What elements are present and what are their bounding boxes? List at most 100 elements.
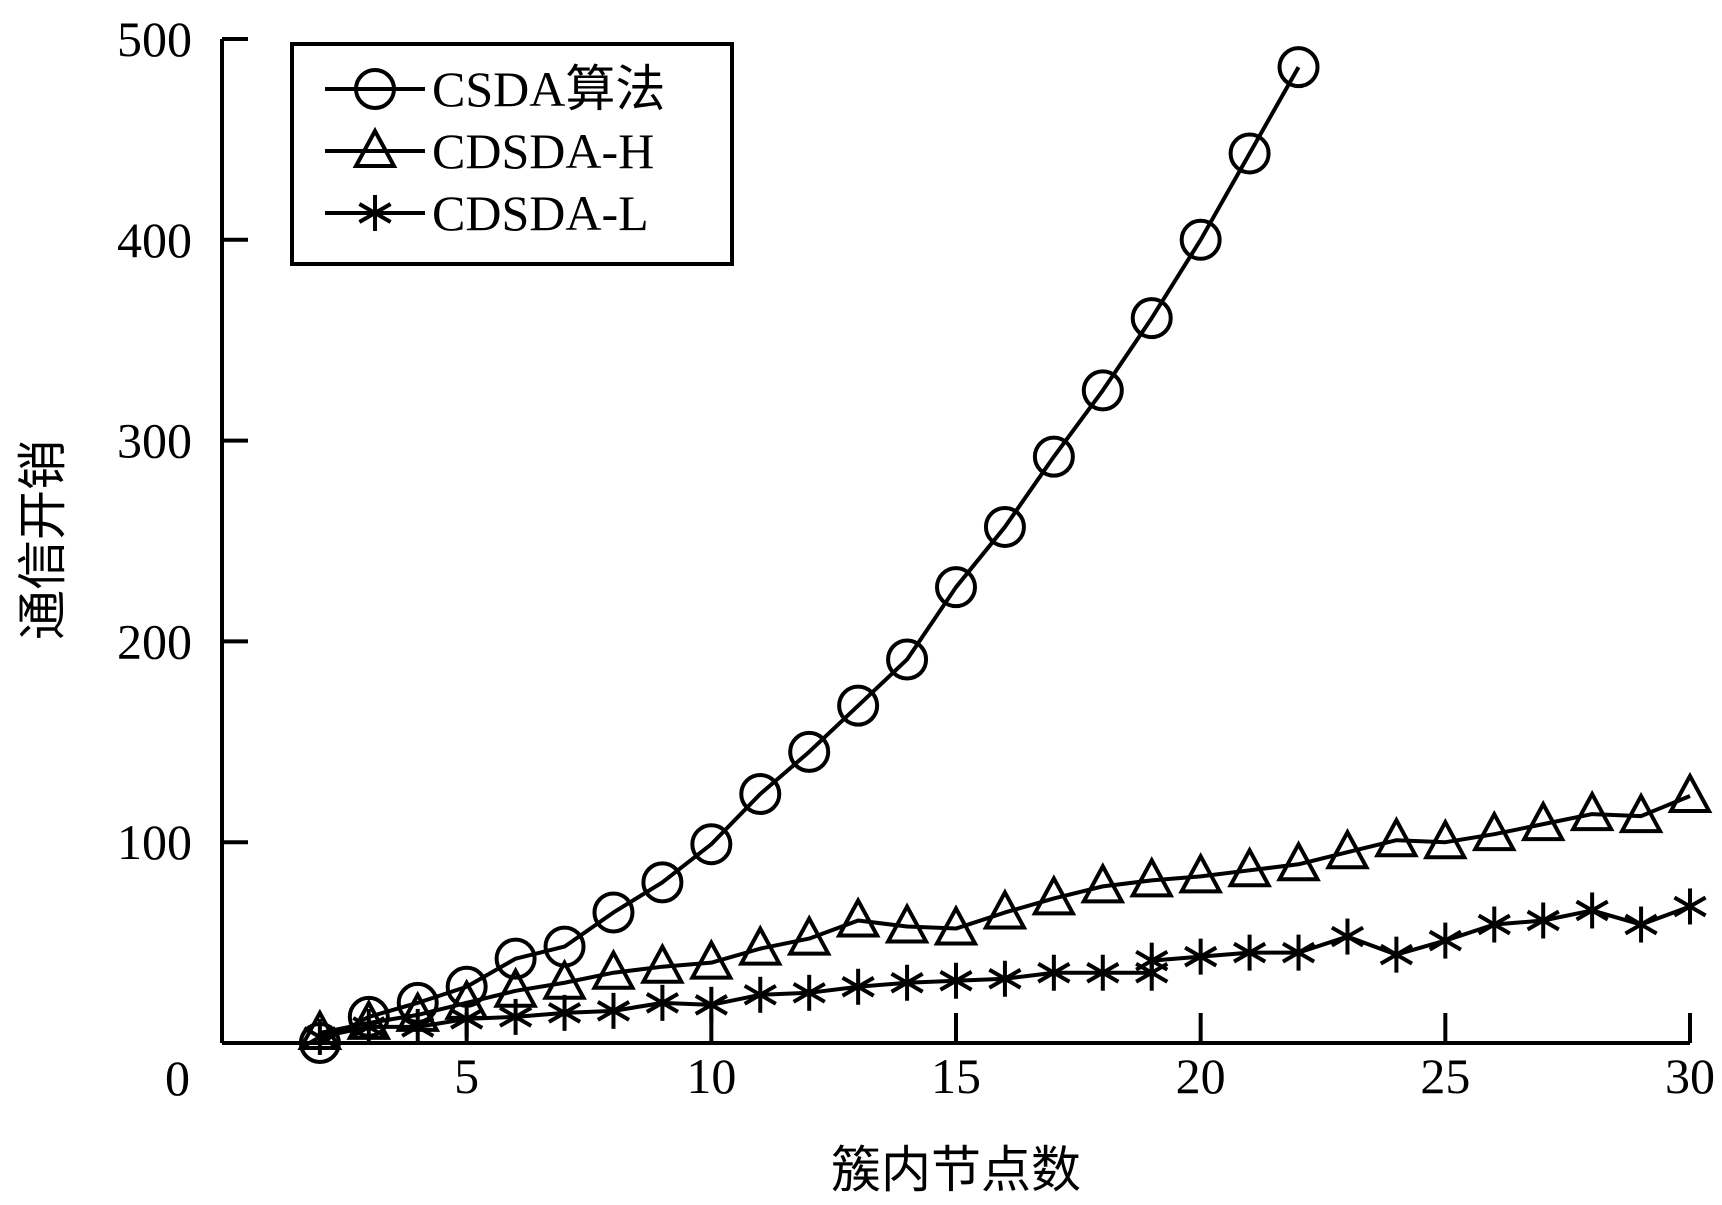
data-point	[1178, 852, 1224, 894]
data-point	[737, 924, 783, 966]
data-point	[592, 891, 635, 934]
series-3	[303, 888, 1707, 1055]
data-point	[694, 986, 728, 1023]
data-point	[645, 984, 679, 1021]
data-point	[1575, 892, 1609, 929]
data-point	[1276, 840, 1321, 882]
x-tick-label: 25	[1420, 1048, 1470, 1104]
y-tick-label: 200	[117, 613, 192, 669]
y-tick-label: 100	[117, 814, 192, 870]
data-point	[352, 1008, 386, 1045]
data-point	[884, 902, 930, 944]
data-point	[1086, 954, 1120, 991]
data-point	[1081, 369, 1124, 412]
legend-marker	[352, 126, 398, 168]
data-point	[1277, 46, 1320, 89]
data-point	[1624, 906, 1658, 943]
y-tick-label: 0	[165, 1050, 190, 1106]
data-point	[1080, 862, 1126, 904]
data-point	[1281, 934, 1316, 971]
data-point	[401, 1008, 435, 1045]
data-point	[1379, 936, 1413, 973]
y-tick-label: 500	[117, 11, 192, 67]
data-point	[547, 994, 582, 1031]
data-point	[1184, 938, 1218, 975]
y-axis-title: 通信开销	[14, 440, 72, 640]
y-tick-label: 400	[117, 212, 192, 268]
legend-label: CDSDA-L	[432, 185, 649, 241]
data-point	[939, 962, 973, 999]
data-point	[450, 1000, 484, 1037]
data-point	[743, 976, 777, 1013]
x-axis-title: 簇内节点数	[831, 1141, 1081, 1199]
data-point	[690, 823, 733, 866]
data-point	[1228, 132, 1271, 175]
data-point	[303, 1018, 337, 1055]
legend: CSDA算法 CDSDA-H CDSDA-L	[290, 42, 734, 266]
data-point	[688, 938, 734, 980]
x-tick-label: 10	[686, 1048, 736, 1104]
data-point	[1569, 789, 1615, 832]
ticks: 0 100 200 300 400 500 5 10 15 20 25 30	[117, 11, 1715, 1106]
data-point	[1032, 435, 1075, 478]
legend-box	[290, 42, 734, 266]
data-point	[1618, 791, 1664, 834]
data-point	[1673, 888, 1707, 925]
x-tick-label: 15	[931, 1048, 981, 1104]
data-point	[935, 566, 977, 609]
x-tick-label: 20	[1176, 1048, 1226, 1104]
data-point	[739, 773, 782, 816]
data-point	[1520, 799, 1566, 842]
legend-item: CDSDA-H	[325, 123, 654, 179]
data-point	[1233, 934, 1267, 971]
series-group	[297, 46, 1713, 1064]
data-point	[1130, 297, 1173, 340]
data-point	[1477, 906, 1511, 943]
data-point	[890, 964, 924, 1001]
data-point	[1037, 954, 1071, 991]
data-point	[982, 888, 1028, 930]
legend-label: CDSDA-H	[432, 123, 654, 179]
legend-marker	[354, 68, 396, 110]
data-point	[1422, 818, 1468, 860]
data-point	[1428, 922, 1462, 959]
data-point	[837, 684, 880, 727]
data-point	[499, 998, 533, 1035]
legend-label: CSDA算法	[432, 61, 665, 117]
y-tick-label: 300	[117, 413, 192, 469]
data-point	[641, 861, 684, 904]
data-point	[1330, 918, 1365, 955]
data-point	[988, 960, 1022, 997]
data-point	[1031, 874, 1077, 916]
data-point	[886, 638, 929, 681]
data-point	[933, 904, 979, 946]
data-point	[1179, 218, 1222, 261]
data-point	[1526, 902, 1560, 939]
data-point	[596, 992, 631, 1029]
data-point	[1471, 809, 1517, 852]
data-point	[792, 974, 826, 1011]
data-point	[835, 896, 881, 938]
data-point	[640, 942, 685, 984]
series-line	[319, 794, 1691, 1035]
data-point	[1374, 815, 1419, 858]
data-point	[1227, 846, 1272, 888]
data-point	[983, 505, 1026, 548]
legend-item: CSDA算法	[325, 61, 665, 117]
data-point	[841, 968, 875, 1005]
data-point	[591, 948, 636, 990]
series-2	[297, 771, 1713, 1050]
data-point	[1135, 942, 1169, 979]
data-point	[494, 937, 537, 980]
data-point	[786, 914, 832, 956]
legend-marker	[358, 195, 392, 231]
data-point	[1129, 856, 1175, 898]
data-point	[1667, 771, 1713, 814]
series-1	[298, 46, 1320, 1064]
x-tick-label: 5	[454, 1048, 479, 1104]
legend-item: CDSDA-L	[325, 185, 649, 241]
data-point	[1325, 828, 1370, 870]
x-tick-label: 30	[1665, 1048, 1715, 1104]
